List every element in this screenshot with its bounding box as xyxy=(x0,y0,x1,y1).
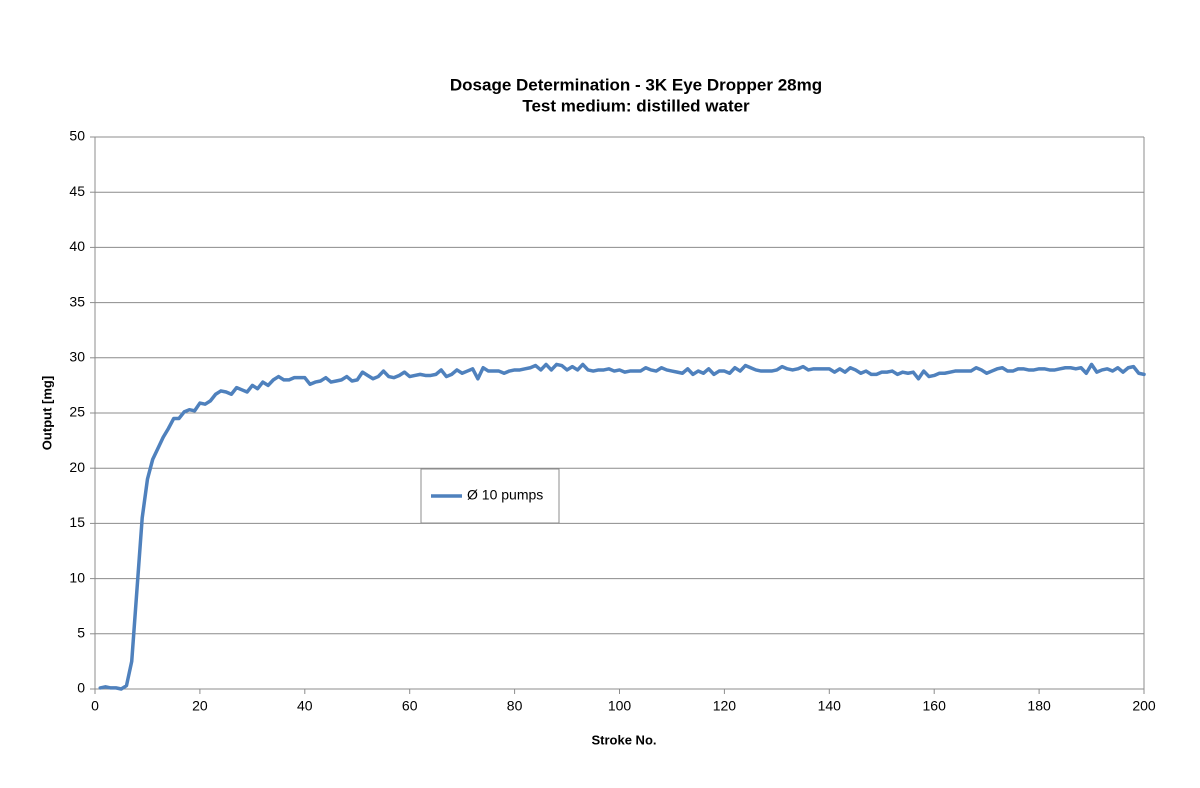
y-tick-label: 40 xyxy=(69,238,85,254)
y-tick-label: 5 xyxy=(77,625,85,641)
y-tick-label: 50 xyxy=(69,128,85,144)
y-tick-label: 35 xyxy=(69,293,85,309)
x-tick-label: 20 xyxy=(192,698,208,714)
chart-subtitle: Test medium: distilled water xyxy=(522,96,750,115)
y-axis-title: Output [mg] xyxy=(39,376,54,450)
x-tick-label: 0 xyxy=(91,698,99,714)
y-tick-label: 20 xyxy=(69,459,85,475)
data-line xyxy=(98,362,1146,691)
x-tick-label: 40 xyxy=(297,698,313,714)
y-tick-label: 10 xyxy=(69,569,85,585)
x-tick-label: 80 xyxy=(507,698,523,714)
x-tick-label: 120 xyxy=(713,698,737,714)
x-tick-label: 140 xyxy=(818,698,842,714)
x-axis-title: Stroke No. xyxy=(591,732,656,747)
x-tick-label: 60 xyxy=(402,698,418,714)
legend-label: Ø 10 pumps xyxy=(467,487,543,503)
y-tick-label: 15 xyxy=(69,514,85,530)
y-tick-label: 30 xyxy=(69,349,85,365)
x-tick-label: 160 xyxy=(923,698,947,714)
x-tick-label: 100 xyxy=(608,698,632,714)
y-tick-label: 0 xyxy=(77,680,85,696)
y-tick-label: 45 xyxy=(69,183,85,199)
x-tick-label: 200 xyxy=(1132,698,1156,714)
x-tick-label: 180 xyxy=(1027,698,1051,714)
chart-title: Dosage Determination - 3K Eye Dropper 28… xyxy=(450,75,822,94)
y-tick-label: 25 xyxy=(69,404,85,420)
